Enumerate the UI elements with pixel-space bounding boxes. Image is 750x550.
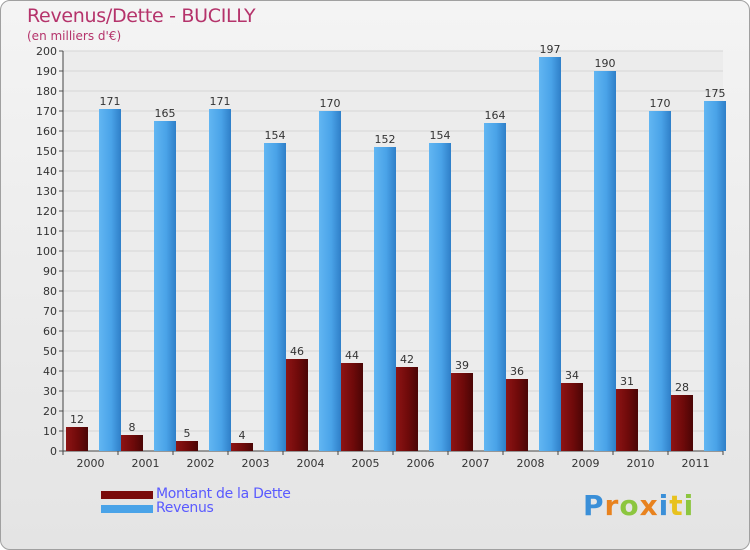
x-tick-label: 2009: [572, 457, 600, 470]
revenus-bar: [209, 109, 231, 451]
dette-bar: [176, 441, 198, 451]
y-tick-label: 180: [36, 85, 57, 98]
dette-bar: [286, 359, 308, 451]
y-tick-label: 90: [43, 265, 57, 278]
dette-bar-label: 4: [239, 429, 246, 442]
logo-letter: x: [639, 489, 659, 522]
logo-letter: r: [604, 489, 620, 522]
y-tick-label: 40: [43, 365, 57, 378]
x-tick-label: 2005: [352, 457, 380, 470]
revenus-bar: [264, 143, 286, 451]
y-tick-label: 120: [36, 205, 57, 218]
proxiti-logo: Proxiti: [583, 489, 694, 522]
revenus-bar-label: 164: [485, 109, 506, 122]
revenus-bar-label: 170: [650, 97, 671, 110]
dette-bar: [616, 389, 638, 451]
dette-bar: [341, 363, 363, 451]
x-tick-label: 2000: [77, 457, 105, 470]
revenus-bar: [704, 101, 726, 451]
dette-bar: [561, 383, 583, 451]
dette-bar-label: 34: [565, 369, 579, 382]
x-tick-label: 2011: [682, 457, 710, 470]
dette-bar-label: 28: [675, 381, 689, 394]
x-tick-label: 2002: [187, 457, 215, 470]
y-tick-label: 60: [43, 325, 57, 338]
revenus-bar-label: 175: [705, 87, 726, 100]
revenus-bar-label: 171: [210, 95, 231, 108]
revenus-bar-label: 165: [155, 107, 176, 120]
revenus-bar-label: 154: [430, 129, 451, 142]
x-tick-label: 2003: [242, 457, 270, 470]
y-tick-label: 130: [36, 185, 57, 198]
revenus-bar-label: 154: [265, 129, 286, 142]
logo-letter: o: [619, 489, 640, 522]
y-tick-label: 80: [43, 285, 57, 298]
dette-bar-label: 46: [290, 345, 304, 358]
y-tick-label: 30: [43, 385, 57, 398]
y-tick-label: 190: [36, 65, 57, 78]
dette-bar: [506, 379, 528, 451]
x-tick-label: 2004: [297, 457, 325, 470]
logo-letter: i: [658, 489, 670, 522]
x-tick-label: 2010: [627, 457, 655, 470]
revenus-bar: [539, 57, 561, 451]
dette-bar-label: 36: [510, 365, 524, 378]
logo-letter: t: [669, 489, 684, 522]
revenus-bar-label: 171: [100, 95, 121, 108]
dette-bar: [396, 367, 418, 451]
legend-label-dette: Montant de la Dette: [156, 486, 291, 502]
y-tick-label: 20: [43, 405, 57, 418]
y-tick-label: 160: [36, 125, 57, 138]
revenus-bar: [429, 143, 451, 451]
y-tick-label: 0: [50, 445, 57, 458]
dette-bar-label: 12: [70, 413, 84, 426]
revenus-bar: [594, 71, 616, 451]
revenus-bar: [154, 121, 176, 451]
chart-title: Revenus/Dette - BUCILLY: [27, 5, 256, 27]
y-tick-label: 150: [36, 145, 57, 158]
y-tick-label: 100: [36, 245, 57, 258]
x-tick-label: 2008: [517, 457, 545, 470]
y-tick-label: 140: [36, 165, 57, 178]
y-tick-label: 70: [43, 305, 57, 318]
revenus-bar: [374, 147, 396, 451]
dette-bar-label: 31: [620, 375, 634, 388]
logo-letter: i: [683, 489, 695, 522]
dette-bar: [231, 443, 253, 451]
revenus-bar-label: 197: [540, 43, 561, 56]
y-tick-label: 10: [43, 425, 57, 438]
revenus-bar: [99, 109, 121, 451]
revenus-bar-label: 152: [375, 133, 396, 146]
dette-bar-label: 8: [129, 421, 136, 434]
dette-bar-label: 5: [184, 427, 191, 440]
revenus-bar-label: 190: [595, 57, 616, 70]
y-tick-label: 200: [36, 45, 57, 58]
legend-swatch-dette: [101, 491, 153, 499]
revenus-bar: [649, 111, 671, 451]
legend-swatch-revenus: [101, 505, 153, 513]
dette-bar-label: 39: [455, 359, 469, 372]
y-tick-label: 170: [36, 105, 57, 118]
dette-bar: [451, 373, 473, 451]
x-tick-label: 2006: [407, 457, 435, 470]
dette-bar-label: 44: [345, 349, 359, 362]
y-tick-label: 50: [43, 345, 57, 358]
revenus-bar: [319, 111, 341, 451]
dette-bar-label: 42: [400, 353, 414, 366]
x-tick-label: 2001: [132, 457, 160, 470]
logo-letter: P: [583, 489, 605, 522]
x-tick-label: 2007: [462, 457, 490, 470]
legend-label-revenus: Revenus: [156, 500, 214, 516]
revenus-bar: [484, 123, 506, 451]
dette-bar: [66, 427, 88, 451]
dette-bar: [121, 435, 143, 451]
dette-bar: [671, 395, 693, 451]
revenus-bar-label: 170: [320, 97, 341, 110]
chart-subtitle: (en milliers d'€): [27, 29, 122, 43]
y-tick-label: 110: [36, 225, 57, 238]
